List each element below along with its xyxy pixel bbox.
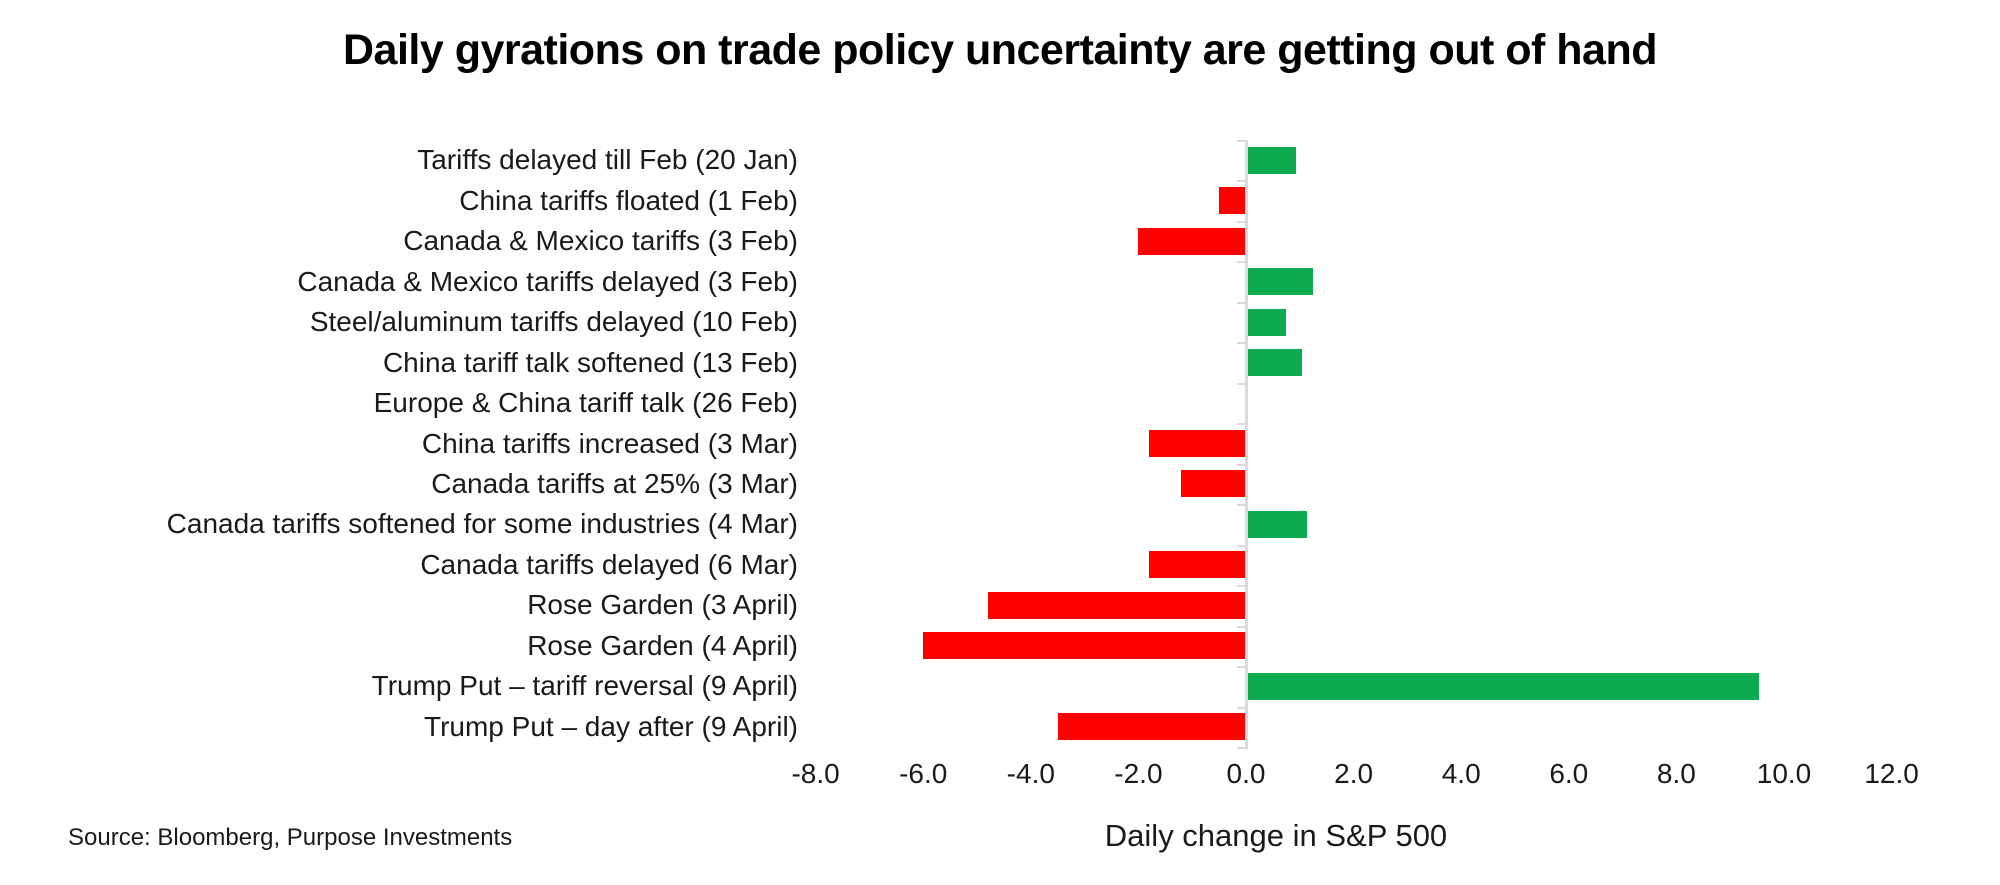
category-tick (1236, 747, 1245, 749)
x-tick-label: -8.0 (791, 758, 840, 789)
category-tick (1236, 301, 1245, 304)
category-label: Canada & Mexico tariffs (3 Feb) (403, 225, 798, 257)
category-label: Trump Put – day after (9 April) (424, 710, 798, 742)
x-tick-label: 0.0 (1226, 758, 1266, 789)
category-tick (1236, 706, 1245, 709)
category-label: China tariff talk softened (13 Feb) (382, 346, 798, 378)
category-tick (1236, 382, 1245, 385)
category-tick (1236, 220, 1245, 223)
category-label: Canada tariffs at 25% (3 Mar) (431, 467, 798, 499)
x-tick-label: 8.0 (1656, 758, 1696, 789)
negative-bar (987, 591, 1245, 619)
category-label: China tariffs floated (1 Feb) (459, 184, 798, 216)
negative-bar (1149, 551, 1245, 579)
x-axis-title: Daily change in S&P 500 (1104, 818, 1448, 853)
positive-bar (1248, 672, 1760, 700)
positive-bar (1248, 268, 1313, 296)
category-label: Europe & China tariff talk (26 Feb) (373, 387, 798, 419)
category-label: Tariffs delayed till Feb (20 Jan) (417, 144, 798, 176)
negative-bar (1149, 430, 1245, 457)
category-tick (1236, 423, 1245, 426)
x-tick-label: -4.0 (1006, 758, 1055, 789)
positive-bar (1248, 510, 1308, 538)
category-tick (1236, 666, 1245, 669)
category-label: China tariffs increased (3 Mar) (421, 427, 798, 459)
category-tick (1236, 261, 1245, 264)
category-tick (1236, 180, 1245, 183)
negative-bar (1057, 713, 1245, 741)
category-tick (1236, 544, 1245, 547)
positive-bar (1248, 308, 1286, 336)
x-tick-label: 10.0 (1756, 758, 1812, 789)
chart-title: Daily gyrations on trade policy uncertai… (342, 26, 1658, 74)
negative-bar (1181, 470, 1245, 498)
negative-bar (923, 632, 1245, 660)
x-tick-label: -6.0 (899, 758, 948, 789)
category-tick (1236, 585, 1245, 588)
category-label: Canada tariffs delayed (6 Mar) (420, 548, 798, 580)
category-label: Rose Garden (4 April) (527, 629, 798, 661)
category-tick (1236, 504, 1245, 507)
category-tick (1236, 463, 1245, 466)
negative-bar (1219, 187, 1245, 215)
category-label: Trump Put – tariff reversal (9 April) (371, 670, 798, 702)
x-tick-label: 12.0 (1864, 758, 1919, 789)
source-note: Source: Bloomberg, Purpose Investments (68, 824, 513, 851)
category-tick (1236, 342, 1245, 345)
category-tick (1236, 140, 1245, 142)
positive-bar (1248, 349, 1302, 377)
category-label: Canada & Mexico tariffs delayed (3 Feb) (297, 265, 798, 297)
x-tick-label: -2.0 (1114, 758, 1163, 789)
x-tick-label: 2.0 (1334, 758, 1374, 789)
negative-bar (1138, 227, 1245, 255)
zero-axis-line (1244, 140, 1248, 749)
category-label: Canada tariffs softened for some industr… (166, 508, 798, 540)
x-tick-label: 6.0 (1549, 758, 1589, 789)
x-tick-label: 4.0 (1441, 758, 1481, 789)
category-tick (1236, 625, 1245, 628)
positive-bar (1248, 146, 1297, 174)
category-label: Steel/aluminum tariffs delayed (10 Feb) (309, 306, 798, 338)
category-label: Rose Garden (3 April) (527, 589, 798, 621)
